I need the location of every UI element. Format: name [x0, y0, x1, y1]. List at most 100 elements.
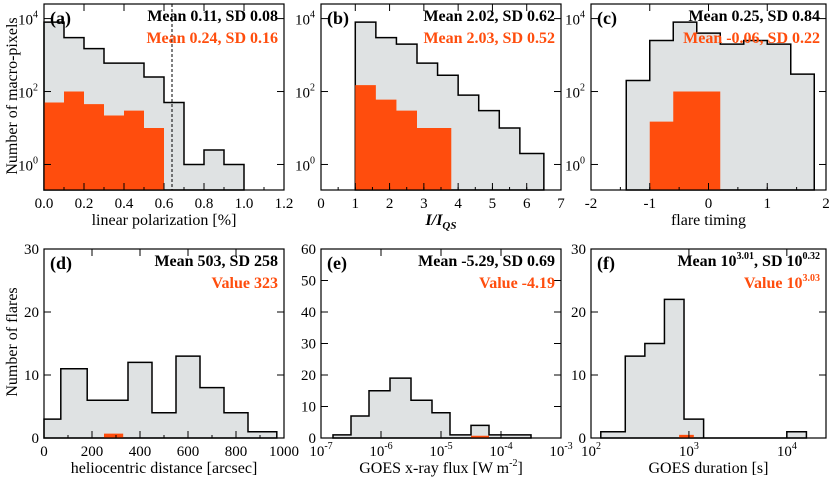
- x-tick-label: -2: [585, 196, 598, 212]
- x-tick-label: 1.0: [235, 196, 254, 212]
- x-tick-label: 600: [177, 444, 200, 460]
- x-tick-label: 103: [679, 441, 699, 460]
- y-tick-label: 104: [565, 10, 585, 29]
- highlight-annotation: Mean -0.06, SD 0.22: [683, 30, 820, 47]
- y-tick-label: 50: [301, 274, 316, 290]
- x-tick-label: 10-6: [369, 441, 392, 460]
- panel-label: (d): [50, 253, 72, 274]
- ylabel-bottom-row: Number of flares: [4, 287, 21, 396]
- y-tick-label: 30: [24, 242, 39, 258]
- orange-histogram: [104, 433, 124, 438]
- x-tick-label: 1000: [269, 444, 299, 460]
- x-tick-label: 200: [81, 444, 104, 460]
- y-tick-label: 20: [571, 305, 586, 321]
- x-tick-label: 10-4: [489, 441, 512, 460]
- x-tick-label: 2: [386, 196, 394, 212]
- x-tick-label: 3: [420, 196, 428, 212]
- x-tick-label: 10-7: [309, 441, 332, 460]
- y-tick-label: 104: [18, 10, 38, 29]
- x-tick-label: 0.6: [155, 196, 174, 212]
- x-tick-label: 6: [523, 196, 531, 212]
- x-axis-label: heliocentric distance [arcsec]: [71, 460, 258, 477]
- panel-label: (b): [327, 8, 349, 29]
- y-tick-label: 100: [295, 155, 315, 174]
- highlight-annotation: Mean 0.24, SD 0.16: [146, 30, 278, 47]
- x-tick-label: 0.0: [35, 196, 54, 212]
- x-tick-label: 1.2: [275, 196, 294, 212]
- x-tick-label: 1: [352, 196, 360, 212]
- y-tick-label: 102: [18, 83, 38, 102]
- x-tick-label: -1: [644, 196, 657, 212]
- ylabel-top-row: Number of macro-pixels: [4, 17, 21, 174]
- x-tick-label: 5: [489, 196, 497, 212]
- y-tick-label: 100: [18, 155, 38, 174]
- panel-b: 0 1 2 3 4 5 6 7 100 102 104 I/IQS (b) Mean 2.02, SD 0…: [295, 3, 565, 232]
- y-tick-label: 10: [571, 368, 586, 384]
- stats-annotation: Mean 0.25, SD 0.84: [688, 8, 820, 25]
- x-tick-label: 102: [581, 441, 601, 460]
- x-axis-label: GOES duration [s]: [649, 460, 769, 477]
- y-tick-label: 60: [301, 242, 316, 258]
- x-tick-label: 10-5: [429, 441, 452, 460]
- highlight-annotation: Value 323: [211, 275, 278, 292]
- y-tick-label: 102: [295, 83, 315, 102]
- x-tick-label: 800: [225, 444, 248, 460]
- y-tick-label: 100: [565, 155, 585, 174]
- y-tick-label: 0: [579, 431, 587, 447]
- x-axis-label: linear polarization [%]: [92, 212, 237, 229]
- panel-label: (f): [597, 253, 615, 274]
- panel-label: (a): [50, 8, 71, 29]
- x-tick-label: 0: [40, 444, 48, 460]
- x-tick-label: 2: [822, 196, 830, 212]
- panel-f: 102 103 104 0 10 20 30 GOES duration [s] (f) Mean…: [571, 242, 827, 477]
- stats-annotation: Mean 2.02, SD 0.62: [423, 8, 555, 25]
- x-tick-label: 4: [454, 196, 462, 212]
- orange-histogram: [679, 434, 694, 438]
- stats-annotation: Mean 503, SD 258: [154, 253, 278, 270]
- plot-frame: [590, 248, 827, 439]
- y-tick-label: 0: [32, 431, 40, 447]
- panel-label: (c): [597, 8, 617, 29]
- y-tick-label: 104: [295, 10, 315, 29]
- y-tick-label: 20: [24, 305, 39, 321]
- panel-c: -2 -1 0 1 2 100 102 104 flare timing (c) Mean 0.25…: [565, 3, 830, 229]
- stats-annotation: Mean 0.11, SD 0.08: [147, 8, 278, 25]
- x-tick-label: 400: [129, 444, 152, 460]
- y-tick-label: 30: [301, 337, 316, 353]
- x-tick-label: 0: [317, 196, 325, 212]
- panel-d: 0 200 400 600 800 1000 0 10 20 30 heliocentric dis…: [24, 242, 299, 477]
- highlight-annotation: Value -4.19: [479, 275, 555, 292]
- y-tick-label: 40: [301, 305, 316, 321]
- stats-annotation: Mean -5.29, SD 0.69: [418, 253, 555, 270]
- x-tick-label: 1: [764, 196, 772, 212]
- orange-histogram: [355, 85, 452, 190]
- gray-histogram: [600, 298, 808, 439]
- x-tick-label: 0: [705, 196, 713, 212]
- x-tick-label: 10-3: [549, 441, 572, 460]
- panel-label: (e): [327, 253, 347, 274]
- orange-histogram: [649, 91, 721, 190]
- y-tick-label: 20: [301, 368, 316, 384]
- gray-histogram: [43, 355, 278, 439]
- highlight-annotation: Mean 2.03, SD 0.52: [423, 30, 555, 47]
- y-tick-label: 10: [301, 400, 316, 416]
- highlight-annotation: Value 103.03: [744, 273, 820, 292]
- panel-a: 0.0 0.2 0.4 0.6 0.8 1.0 1.2 100 102 104 linear pol…: [18, 3, 294, 229]
- panel-e: 10-7 10-6 10-5 10-4 10-3 0 10 20 30 40 50 60 GOES x-…: [301, 242, 573, 477]
- x-tick-label: 104: [777, 441, 797, 460]
- x-axis-label: GOES x-ray flux [W m-2]: [359, 458, 523, 477]
- x-tick-label: 7: [557, 196, 565, 212]
- orange-histogram: [44, 91, 164, 190]
- y-tick-label: 30: [571, 242, 586, 258]
- x-axis-label: I/IQS: [425, 212, 457, 232]
- y-tick-label: 102: [565, 83, 585, 102]
- gray-histogram: [332, 377, 532, 439]
- x-axis-label: flare timing: [671, 212, 746, 229]
- y-tick-label: 0: [309, 431, 317, 447]
- y-tick-label: 10: [24, 368, 39, 384]
- x-tick-label: 0.8: [195, 196, 214, 212]
- x-tick-label: 0.2: [75, 196, 94, 212]
- x-tick-label: 0.4: [115, 196, 134, 212]
- stats-annotation: Mean 103.01, SD 100.32: [677, 251, 820, 270]
